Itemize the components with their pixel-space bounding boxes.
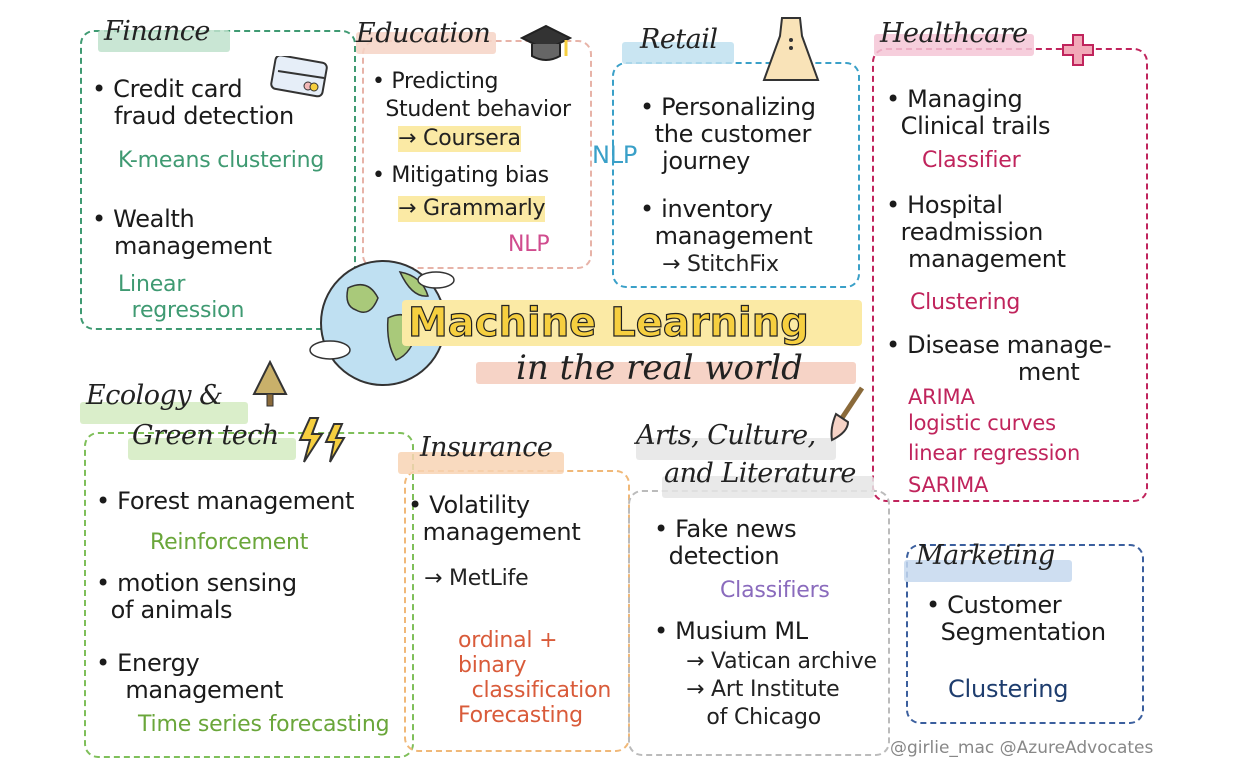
education-nlp: NLP: [508, 232, 550, 257]
education-note-coursera: → Coursera: [398, 126, 521, 152]
ecology-item-forest: • Forest management: [96, 487, 355, 515]
finance-note-linear: Linear regression: [118, 272, 245, 323]
healthcare-item-disease: • Disease manage- ment: [886, 331, 1112, 386]
retail-item-personalizing: • Personalizing the customer journey: [640, 93, 816, 175]
tree-icon: [252, 360, 288, 407]
insurance-note-metlife: → MetLife: [424, 566, 529, 591]
arts-note-classifiers: Classifiers: [720, 578, 830, 603]
main-subtitle: in the real world: [516, 348, 803, 388]
healthcare-note-classifier: Classifier: [922, 148, 1021, 173]
credit-card-icon: [270, 56, 328, 98]
ecology-title-highlight: [80, 402, 248, 424]
education-title-highlight: [356, 32, 496, 54]
arts-note-archives: → Vatican archive → Art Institute of Chi…: [686, 649, 877, 730]
marketing-note-clustering: Clustering: [948, 675, 1069, 703]
arts-item-fakenews: • Fake news detection: [654, 515, 797, 570]
retail-note-stitchfix: → StitchFix: [662, 252, 779, 277]
finance-note-kmeans: K-means clustering: [118, 148, 325, 173]
main-title-highlight: [402, 300, 862, 346]
marketing-box: [906, 544, 1144, 724]
arts-title-line1: Arts, Culture,: [636, 420, 816, 451]
arts-title2-highlight: [662, 476, 874, 498]
dress-icon: [762, 17, 820, 81]
finance-item-credit-card: • Credit card fraud detection: [92, 75, 294, 130]
retail-item-inventory: • inventory management: [640, 195, 813, 250]
education-item-student: • Predicting Student behavior: [372, 69, 571, 122]
insurance-title-highlight: [398, 452, 564, 474]
retail-nlp: NLP: [592, 141, 638, 169]
education-item-bias: • Mitigating bias: [372, 163, 549, 188]
healthcare-item-readmission: • Hospital readmission management: [886, 191, 1066, 273]
retail-box: [612, 62, 860, 288]
healthcare-method-linear: linear regression: [908, 441, 1081, 465]
marketing-title: Marketing: [916, 540, 1055, 571]
ecology-note-reinforcement: Reinforcement: [150, 530, 309, 555]
ecology-title2-highlight: [128, 438, 296, 460]
healthcare-method-arima: ARIMA: [908, 385, 975, 409]
healthcare-title: Healthcare: [880, 18, 1028, 49]
retail-title-highlight: [622, 42, 734, 64]
main-title: Machine Learning: [407, 299, 809, 346]
ecology-title-line2: Green tech: [132, 420, 279, 451]
subtitle-highlight: [476, 362, 856, 384]
arts-item-musium: • Musium ML: [654, 617, 808, 645]
insurance-item-volatility: • Volatility management: [408, 491, 581, 546]
education-note-grammarly: → Grammarly: [398, 196, 546, 222]
finance-title-highlight: [98, 30, 230, 52]
lightning-icon: [298, 417, 346, 463]
education-title: Education: [356, 18, 491, 49]
globe-icon: [309, 260, 455, 386]
retail-title: Retail: [640, 24, 718, 55]
ecology-item-motion: • motion sensing of animals: [96, 569, 297, 624]
healthcare-method-sarima: SARIMA: [908, 473, 989, 497]
finance-item-wealth: • Wealth management: [92, 205, 272, 260]
finance-title: Finance: [104, 16, 210, 47]
insurance-methods: ordinal + binary classification Forecast…: [458, 628, 612, 728]
healthcare-method-logistic: logistic curves: [908, 411, 1056, 435]
credit-line: @girlie_mac @AzureAdvocates: [890, 738, 1154, 758]
arts-title-highlight: [636, 438, 836, 460]
healthcare-title-highlight: [874, 34, 1034, 56]
paintbrush-icon: [830, 386, 865, 442]
graduation-cap-icon: [520, 24, 572, 61]
healthcare-item-trials: • Managing Clinical trails: [886, 85, 1051, 140]
ecology-note-timeseries: Time series forecasting: [138, 712, 390, 737]
medical-cross-icon: [1062, 34, 1094, 66]
healthcare-note-clustering: Clustering: [910, 290, 1021, 315]
ecology-title-line1: Ecology &: [86, 380, 223, 411]
ecology-box: [84, 432, 414, 758]
insurance-title: Insurance: [420, 432, 553, 463]
arts-title-line2: and Literature: [664, 458, 856, 489]
ecology-item-energy: • Energy management: [96, 649, 284, 704]
marketing-title-highlight: [904, 560, 1072, 582]
marketing-item-segmentation: • Customer Segmentation: [926, 591, 1106, 646]
